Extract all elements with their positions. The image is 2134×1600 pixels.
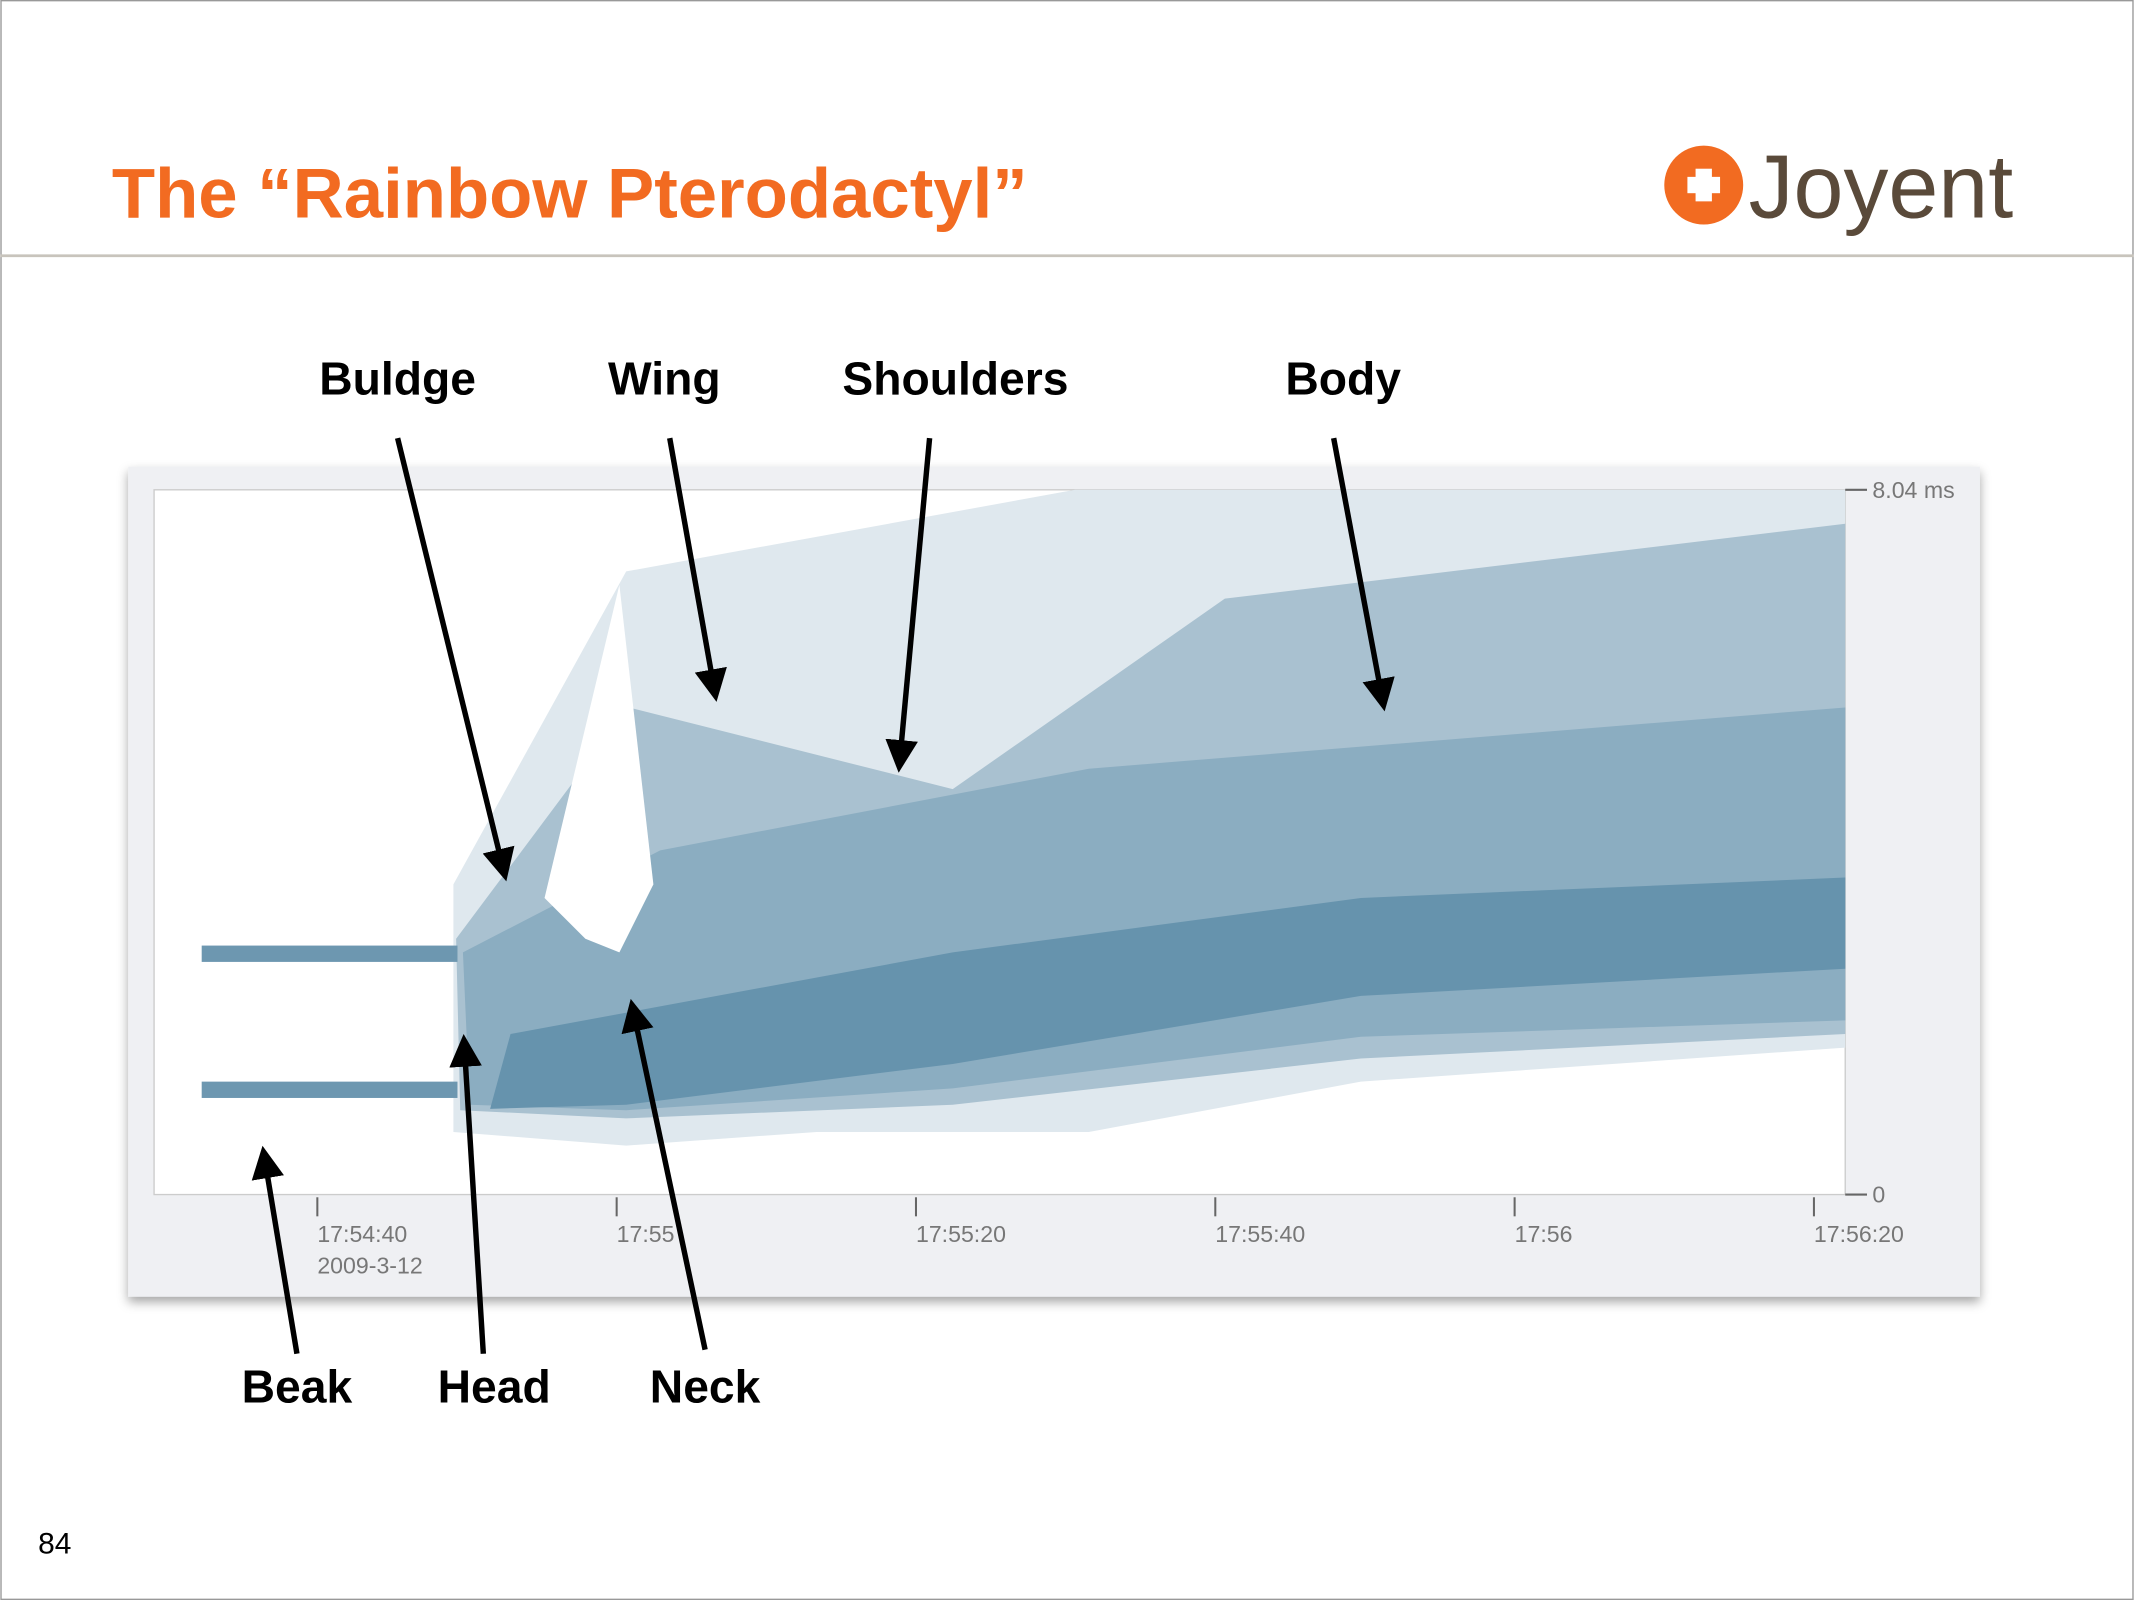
y-label: 0 [1872, 1182, 1885, 1208]
annotation: Body [1285, 353, 1401, 405]
y-label: 8.04 ms [1872, 477, 1954, 503]
heatmap-panel: 8.04 ms 0 17:54:40 17:55 17:55:20 17:55:… [128, 466, 1980, 1297]
annotation: Buldge [319, 353, 476, 405]
x-label: 17:56 [1515, 1221, 1573, 1247]
title: The “Rainbow Pterodactyl” [112, 154, 1028, 233]
x-label: 17:56:20 [1814, 1221, 1904, 1247]
annotation: Shoulders [842, 353, 1068, 405]
x-label: 17:55:20 [916, 1221, 1006, 1247]
annotation: Beak [242, 1361, 353, 1413]
logo: Joyent [1664, 138, 2013, 238]
annotations: Buldge Wing Shoulders Body Beak Head Nec… [242, 353, 1402, 1413]
annotation: Neck [650, 1361, 761, 1413]
date-label: 2009-3-12 [317, 1252, 422, 1278]
x-label: 17:55:40 [1215, 1221, 1305, 1247]
page-number: 84 [38, 1528, 71, 1561]
annotation: Wing [608, 353, 721, 405]
x-label: 17:55 [617, 1221, 675, 1247]
x-label: 17:54:40 [317, 1221, 407, 1247]
logo-text: Joyent [1749, 138, 2014, 238]
annotation: Head [438, 1361, 551, 1413]
